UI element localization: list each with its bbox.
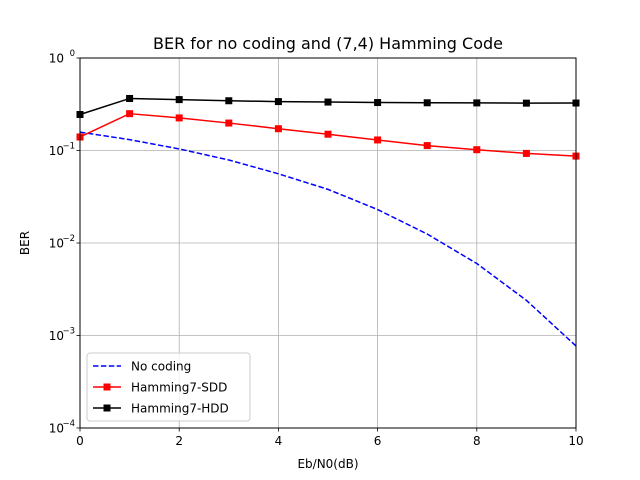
x-tick-label: 8 (473, 434, 481, 448)
series-layer (76, 94, 580, 347)
hamming7-hdd-point (423, 99, 431, 107)
legend-marker-hamming7-hdd (103, 404, 111, 412)
y-tick-label: 10 (49, 329, 64, 343)
hamming7-sdd-point (126, 110, 134, 118)
hamming7-hdd-point (374, 99, 382, 107)
legend-label-hamming7-sdd: Hamming7-SDD (131, 381, 227, 395)
x-axis-label: Eb/N0(dB) (297, 457, 358, 471)
legend-box (86, 352, 251, 422)
y-tick-exponent: −3 (62, 327, 75, 337)
hamming7-sdd-point (522, 149, 530, 157)
hamming7-sdd-point (423, 142, 431, 150)
x-tick-label: 6 (374, 434, 382, 448)
y-tick-base: 10 (49, 237, 64, 251)
y-tick-label: 10 (49, 237, 64, 251)
hamming7-hdd-point (274, 98, 282, 106)
legend-label-hamming7-hdd: Hamming7-HDD (131, 402, 229, 416)
hamming7-hdd-point (522, 99, 530, 107)
hamming7-hdd-point (473, 99, 481, 107)
hamming7-sdd-point (324, 130, 332, 138)
y-tick-label: 10 (49, 52, 64, 66)
hamming7-hdd-point (324, 98, 332, 106)
legend: No coding Hamming7-SDD Hamming7-HDD (86, 352, 251, 422)
legend-label-no-coding: No coding (131, 360, 191, 374)
x-tick-label: 2 (175, 434, 183, 448)
hamming7-sdd-point (225, 119, 233, 127)
hamming7-sdd-point (175, 114, 183, 122)
x-axis: 0 2 4 6 8 10 (76, 428, 584, 448)
hamming7-hdd-point (175, 96, 183, 104)
legend-marker-hamming7-sdd (103, 383, 111, 391)
hamming7-sdd-point (473, 146, 481, 154)
y-tick-exponent: 0 (70, 49, 75, 59)
y-tick-base: 10 (49, 422, 64, 436)
chart-title: BER for no coding and (7,4) Hamming Code (153, 34, 503, 53)
x-tick-label: 0 (76, 434, 84, 448)
hamming7-hdd-point (225, 97, 233, 105)
y-axis: 10−410−310−210−110 0 (49, 49, 80, 436)
x-tick-label: 4 (275, 434, 283, 448)
y-tick-label: 10 (49, 422, 64, 436)
y-tick-base: 10 (49, 52, 64, 66)
x-tick-label: 10 (568, 434, 583, 448)
hamming7-hdd-point (126, 94, 134, 102)
no-coding-line (79, 131, 577, 347)
y-tick-label: 10 (49, 144, 64, 158)
y-tick-exponent: −4 (62, 419, 75, 429)
y-tick-exponent: −2 (62, 234, 75, 244)
hamming7-sdd-point (274, 125, 282, 133)
y-tick-exponent: −1 (62, 142, 75, 152)
y-axis-label: BER (18, 231, 32, 255)
hamming7-sdd-point (374, 136, 382, 144)
y-tick-base: 10 (49, 144, 64, 158)
y-tick-base: 10 (49, 329, 64, 343)
